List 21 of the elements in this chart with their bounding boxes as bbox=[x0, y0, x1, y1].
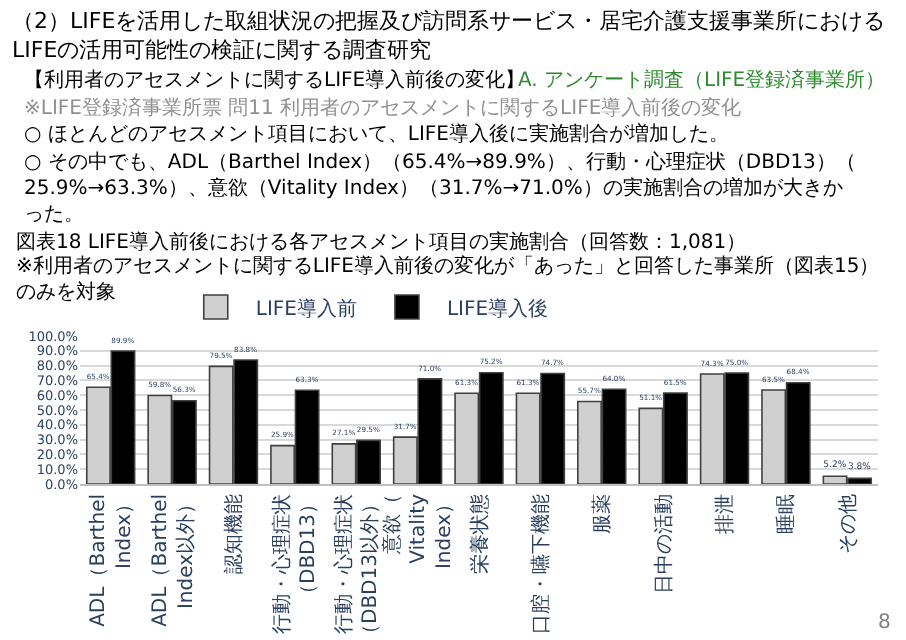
chart-subtitle: 図表18 LIFE導入前後における各アセスメント項目の実施割合（回答数：1,081） bbox=[16, 230, 747, 254]
x-tick-label: 行動・心理症状（DBD13以外） bbox=[331, 494, 382, 640]
text: ○ その中でも、ADL（Barthel Index）（65.4%→89.9%）、行動・心理症状（DBD13）（25.9%→63.3%）、意欲（Vitality Index）（31.7%→71.0%）の実施割合の増加が大きかった。 bbox=[24, 150, 856, 226]
chart-title: （2）LIFEを活用した取組状況の把握及び訪問系サービス・居宅介護支援事業所における LIFEの活用可能性の検証に関する調査研究 bbox=[12, 8, 886, 63]
x-tick-label: 栄養状態 bbox=[467, 494, 492, 574]
x-tick-label: 行動・心理症状（DBD13） bbox=[270, 494, 321, 634]
x-tick-label: 意欲（Vitality Index） bbox=[380, 493, 457, 570]
x-tick-label: その他 bbox=[835, 494, 860, 554]
x-tick-label: 服薬 bbox=[590, 494, 615, 534]
text: ※LIFE登録済事業所票 問11 利用者のアセスメントに関するLIFE導入前後の変化 bbox=[24, 96, 742, 120]
x-tick-label: 日中の活動 bbox=[651, 494, 676, 594]
x-tick-label: 認知機能 bbox=[221, 494, 246, 574]
x-tick-label: 排泄 bbox=[713, 494, 738, 534]
x-tick-label: 口腔・嚥下機能 bbox=[528, 494, 553, 634]
text: 8 bbox=[878, 612, 891, 634]
x-tick-label: 睡眠 bbox=[774, 494, 799, 534]
x-tick-label: ADL（Barthel Index以外） bbox=[149, 494, 198, 627]
text: ○ ほとんどのアセスメント項目において、LIFE導入後に実施割合が増加した。 bbox=[24, 122, 729, 146]
legend-label: LIFE導入後 bbox=[446, 296, 549, 321]
text: A. アンケート調査（LIFE登録済事業所） bbox=[518, 68, 886, 92]
x-tick-label: ADL（Barthel Index） bbox=[88, 494, 137, 627]
